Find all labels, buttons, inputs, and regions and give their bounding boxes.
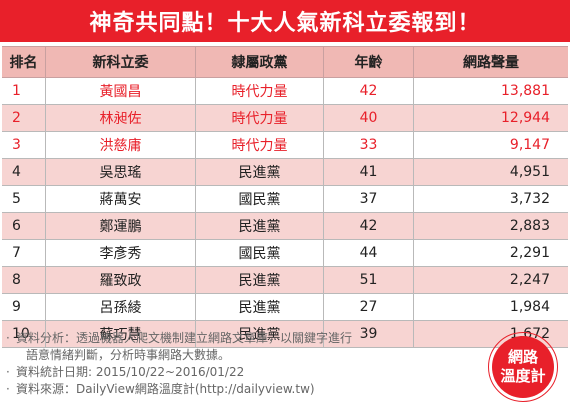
rank-cell: 10 bbox=[2, 321, 46, 347]
name-cell: 羅致政 bbox=[46, 267, 196, 293]
table-row: 9 呂孫綾 民進黨 27 1,984 bbox=[2, 294, 568, 321]
volume-cell: 12,944 bbox=[501, 110, 550, 126]
header-age: 年齡 bbox=[324, 47, 414, 77]
header-name: 新科立委 bbox=[46, 47, 196, 77]
name-cell: 李彥秀 bbox=[46, 240, 196, 266]
volume-cell: 1,984 bbox=[509, 299, 550, 315]
name-cell: 洪慈庸 bbox=[46, 132, 196, 158]
name-cell: 蔣萬安 bbox=[46, 186, 196, 212]
footnote-analysis-text-2: 語意情緒判斷，分析時事網路大數據。 bbox=[26, 348, 231, 362]
rank-cell: 4 bbox=[2, 159, 46, 185]
party-cell: 國民黨 bbox=[196, 240, 324, 266]
footnote-analysis-cont: 語意情緒判斷，分析時事網路大數據。 bbox=[6, 347, 476, 364]
table-row: 2 林昶佐 時代力量 40 12,944 bbox=[2, 105, 568, 132]
header-volume: 網路聲量 bbox=[463, 55, 519, 71]
footnote-period-text: 資料統計日期: 2015/10/22~2016/01/22 bbox=[16, 365, 245, 379]
name-cell: 蘇巧慧 bbox=[46, 321, 196, 347]
rank-cell: 3 bbox=[2, 132, 46, 158]
dailyview-logo: 網路 溫度計 bbox=[492, 336, 554, 398]
rank-cell: 7 bbox=[2, 240, 46, 266]
name-cell: 林昶佐 bbox=[46, 105, 196, 131]
age-cell: 41 bbox=[324, 159, 414, 185]
party-cell: 時代力量 bbox=[196, 105, 324, 131]
footnote-source-text: 資料來源：DailyView網路溫度計(http://dailyview.tw) bbox=[16, 382, 315, 396]
party-cell: 民進黨 bbox=[196, 159, 324, 185]
logo-line-1: 網路 bbox=[507, 348, 538, 366]
rank-cell: 9 bbox=[2, 294, 46, 320]
footnote-source: · 資料來源：DailyView網路溫度計(http://dailyview.t… bbox=[6, 381, 476, 398]
table-row: 4 吳思瑤 民進黨 41 4,951 bbox=[2, 159, 568, 186]
page-title: 神奇共同點！十大人氣新科立委報到！ bbox=[89, 11, 481, 36]
age-cell: 33 bbox=[324, 132, 414, 158]
age-cell: 27 bbox=[324, 294, 414, 320]
title-banner: 神奇共同點！十大人氣新科立委報到！ bbox=[0, 0, 570, 42]
volume-cell: 2,291 bbox=[509, 245, 550, 261]
table-row: 6 鄭運鵬 民進黨 42 2,883 bbox=[2, 213, 568, 240]
volume-cell: 3,732 bbox=[509, 191, 550, 207]
rank-cell: 8 bbox=[2, 267, 46, 293]
volume-cell: 2,247 bbox=[509, 272, 550, 288]
bullet: · bbox=[6, 331, 10, 345]
header-party: 隸屬政黨 bbox=[196, 47, 324, 77]
bullet: · bbox=[6, 365, 10, 379]
age-cell: 42 bbox=[324, 213, 414, 239]
logo-line-2: 溫度計 bbox=[500, 367, 546, 385]
rank-cell: 1 bbox=[2, 78, 46, 104]
table-header: 排名 新科立委 隸屬政黨 年齡 網路聲量 bbox=[2, 46, 568, 78]
party-cell: 國民黨 bbox=[196, 186, 324, 212]
party-cell: 時代力量 bbox=[196, 78, 324, 104]
volume-cell: 2,883 bbox=[509, 218, 550, 234]
party-cell: 民進黨 bbox=[196, 267, 324, 293]
age-cell: 44 bbox=[324, 240, 414, 266]
name-cell: 呂孫綾 bbox=[46, 294, 196, 320]
ranking-table: 排名 新科立委 隸屬政黨 年齡 網路聲量 1 黃國昌 時代力量 42 13,88… bbox=[2, 46, 568, 348]
header-rank: 排名 bbox=[2, 47, 46, 77]
table-row: 1 黃國昌 時代力量 42 13,881 bbox=[2, 78, 568, 105]
age-cell: 37 bbox=[324, 186, 414, 212]
volume-cell: 4,951 bbox=[509, 164, 550, 180]
volume-cell: 13,881 bbox=[501, 83, 550, 99]
table-row: 3 洪慈庸 時代力量 33 9,147 bbox=[2, 132, 568, 159]
footnotes: · 資料分析：透過機器人爬文機制建立網路文章庫，以關鍵字進行 語意情緒判斷，分析… bbox=[6, 330, 476, 398]
rank-cell: 2 bbox=[2, 105, 46, 131]
table-row: 7 李彥秀 國民黨 44 2,291 bbox=[2, 240, 568, 267]
age-cell: 42 bbox=[324, 78, 414, 104]
party-cell: 時代力量 bbox=[196, 132, 324, 158]
name-cell: 黃國昌 bbox=[46, 78, 196, 104]
party-cell: 民進黨 bbox=[196, 294, 324, 320]
bullet: · bbox=[6, 382, 10, 396]
age-cell: 40 bbox=[324, 105, 414, 131]
party-cell: 民進黨 bbox=[196, 321, 324, 347]
age-cell: 39 bbox=[324, 321, 414, 347]
name-cell: 鄭運鵬 bbox=[46, 213, 196, 239]
age-cell: 51 bbox=[324, 267, 414, 293]
volume-cell: 9,147 bbox=[509, 137, 550, 153]
footnote-period: · 資料統計日期: 2015/10/22~2016/01/22 bbox=[6, 364, 476, 381]
table-row: 8 羅致政 民進黨 51 2,247 bbox=[2, 267, 568, 294]
footnote-analysis-text: 資料分析：透過機器人爬文機制建立網路文章庫，以關鍵字進行 bbox=[16, 331, 353, 345]
table-row: 5 蔣萬安 國民黨 37 3,732 bbox=[2, 186, 568, 213]
footnote-analysis: · 資料分析：透過機器人爬文機制建立網路文章庫，以關鍵字進行 bbox=[6, 330, 476, 347]
name-cell: 吳思瑤 bbox=[46, 159, 196, 185]
rank-cell: 6 bbox=[2, 213, 46, 239]
party-cell: 民進黨 bbox=[196, 213, 324, 239]
rank-cell: 5 bbox=[2, 186, 46, 212]
